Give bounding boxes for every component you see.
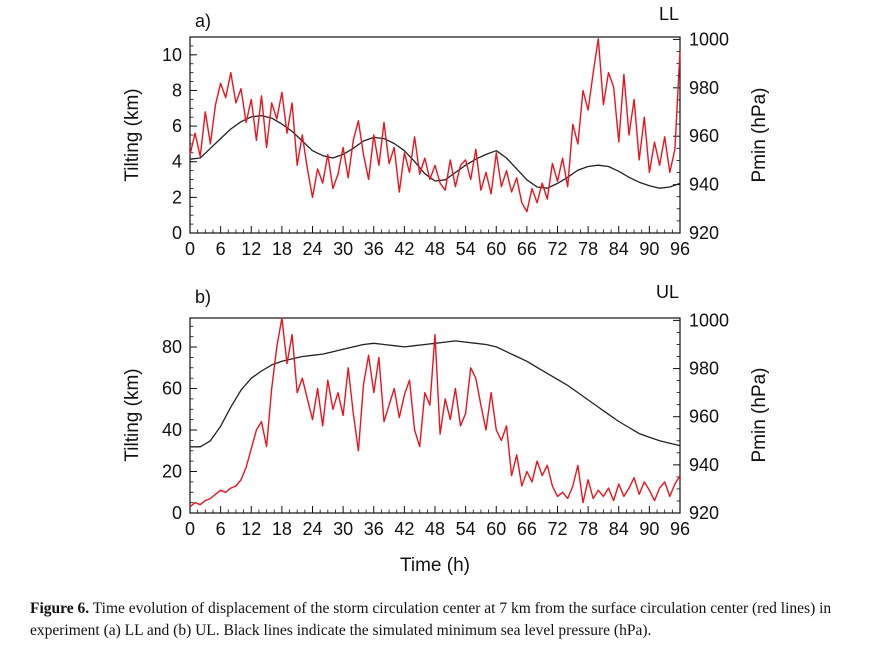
panel-b-experiment-label: UL — [656, 282, 679, 302]
panel-b-xtick-label-36: 36 — [364, 519, 384, 539]
caption-text: Time evolution of displacement of the st… — [30, 600, 832, 639]
panel-b-xtick-label-84: 84 — [609, 519, 629, 539]
panel-b-ytick-label-0: 0 — [172, 503, 182, 523]
panel-a-series — [189, 38, 681, 213]
panel-a-xtick-label-96: 96 — [670, 239, 690, 259]
panel-a-ytick-label-6: 6 — [172, 116, 182, 136]
panel-b-xtick-label-78: 78 — [578, 519, 598, 539]
panel-a-ticks: 0 6 12 18 24 30 36 42 48 54 60 66 72 78 84 90 9602468109… — [162, 29, 729, 259]
panel-a-xtick-label-36: 36 — [364, 239, 384, 259]
panel-b-y2tick-label-940: 940 — [689, 455, 719, 475]
panel-a-pmin-line — [189, 114, 681, 189]
panel-a-y2tick-label-920: 920 — [689, 223, 719, 243]
panel-a-xtick-label-24: 24 — [302, 239, 322, 259]
panel-a-xtick-label-54: 54 — [456, 239, 476, 259]
panel-a-y2tick-label-980: 980 — [689, 78, 719, 98]
panel-b-xtick-label-42: 42 — [394, 519, 414, 539]
panel-b-ytick-label-80: 80 — [162, 337, 182, 357]
panel-a-ytick-label-8: 8 — [172, 80, 182, 100]
panel-b-tilting-line — [189, 317, 681, 508]
panel-b: b) UL Tilting (km) Pmin (hPa) Time (h) 0… — [122, 282, 770, 576]
panel-a-ylabel: Tilting (km) — [122, 88, 143, 181]
panel-a-ytick-label-2: 2 — [172, 187, 182, 207]
caption-label: Figure 6. — [30, 600, 90, 617]
panel-a-xtick-label-6: 6 — [216, 239, 226, 259]
panel-a-tilting-line — [189, 38, 681, 213]
panel-a-xtick-label-0: 0 — [185, 239, 195, 259]
figure: a) LL Tilting (km) Pmin (hPa) 0 6 12 18 24 30… — [122, 4, 770, 576]
panel-b-y2tick-label-960: 960 — [689, 407, 719, 427]
panel-b-xtick-label-6: 6 — [216, 519, 226, 539]
panel-b-xtick-label-48: 48 — [425, 519, 445, 539]
panel-b-xtick-label-18: 18 — [272, 519, 292, 539]
panel-a-label: a) — [195, 11, 211, 31]
panel-a-experiment-label: LL — [659, 4, 679, 24]
panel-a-ytick-label-4: 4 — [172, 152, 182, 172]
panel-b-y2tick-label-920: 920 — [689, 503, 719, 523]
panel-b-series — [189, 317, 681, 508]
panel-b-ylabel: Tilting (km) — [122, 368, 143, 461]
panel-b-xtick-label-12: 12 — [241, 519, 261, 539]
panel-a-y2tick-label-940: 940 — [689, 175, 719, 195]
panel-a-xtick-label-90: 90 — [639, 239, 659, 259]
panel-a-xtick-label-78: 78 — [578, 239, 598, 259]
panel-b-xlabel: Time (h) — [400, 555, 470, 576]
panel-a-xtick-label-84: 84 — [609, 239, 629, 259]
panel-a-xtick-label-66: 66 — [517, 239, 537, 259]
panel-a-xtick-label-30: 30 — [333, 239, 353, 259]
panel-b-ytick-label-60: 60 — [162, 379, 182, 399]
panel-b-ytick-label-20: 20 — [162, 462, 182, 482]
panel-a-y2label: Pmin (hPa) — [749, 87, 770, 182]
panel-a-ytick-label-0: 0 — [172, 223, 182, 243]
panel-a-ytick-label-10: 10 — [162, 45, 182, 65]
panel-a-y2tick-label-1000: 1000 — [689, 29, 729, 49]
panel-b-ticks: 0 6 12 18 24 30 36 42 48 54 60 66 72 78 84 90 9602040608… — [162, 310, 729, 539]
panel-a-xtick-label-42: 42 — [394, 239, 414, 259]
panel-b-xtick-label-24: 24 — [302, 519, 322, 539]
panel-b-xtick-label-30: 30 — [333, 519, 353, 539]
panel-a-xtick-label-18: 18 — [272, 239, 292, 259]
panel-b-xtick-label-66: 66 — [517, 519, 537, 539]
panel-b-label: b) — [195, 287, 211, 307]
panel-b-xtick-label-0: 0 — [185, 519, 195, 539]
panel-b-xtick-label-60: 60 — [486, 519, 506, 539]
panel-b-ytick-label-40: 40 — [162, 420, 182, 440]
panel-a-xtick-label-60: 60 — [486, 239, 506, 259]
panel-a-frame — [189, 36, 681, 234]
panel-a: a) LL Tilting (km) Pmin (hPa) 0 6 12 18 24 30… — [122, 4, 770, 259]
panel-b-y2tick-label-1000: 1000 — [689, 310, 729, 330]
panel-a-xtick-label-72: 72 — [547, 239, 567, 259]
panel-b-xtick-label-96: 96 — [670, 519, 690, 539]
panel-b-xtick-label-54: 54 — [456, 519, 476, 539]
panel-b-xtick-label-72: 72 — [547, 519, 567, 539]
panel-a-xtick-label-12: 12 — [241, 239, 261, 259]
panel-a-y2tick-label-960: 960 — [689, 126, 719, 146]
panel-b-y2label: Pmin (hPa) — [749, 367, 770, 462]
figure-caption: Figure 6. Time evolution of displacement… — [30, 598, 870, 642]
panel-b-y2tick-label-980: 980 — [689, 359, 719, 379]
panel-a-xtick-label-48: 48 — [425, 239, 445, 259]
panel-b-xtick-label-90: 90 — [639, 519, 659, 539]
